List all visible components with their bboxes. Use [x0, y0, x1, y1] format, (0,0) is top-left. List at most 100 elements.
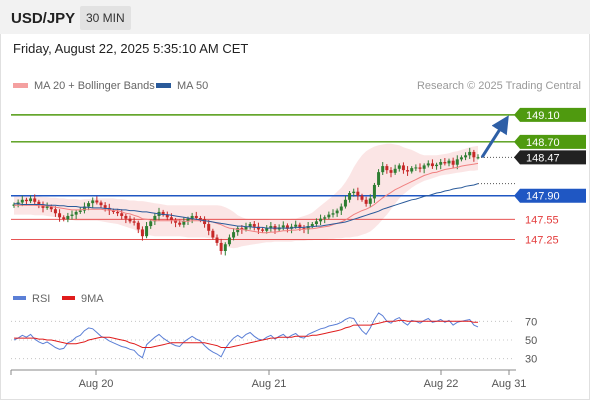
timestamp: Friday, August 22, 2025 5:35:10 AM CET — [13, 41, 249, 56]
candle-body — [174, 220, 178, 223]
candle-body — [393, 168, 397, 173]
candle — [66, 212, 70, 223]
ma50-line — [14, 183, 479, 229]
candle-body — [335, 210, 339, 214]
candle-body — [53, 209, 57, 214]
candle-body — [265, 228, 269, 231]
candle-body — [406, 170, 410, 172]
candle — [348, 191, 352, 203]
candle — [422, 163, 426, 174]
candle — [372, 182, 376, 203]
candle-body — [58, 213, 62, 218]
candle-body — [397, 165, 401, 169]
candle-body — [120, 213, 124, 216]
candle — [323, 215, 327, 224]
timeframe-badge[interactable]: 30 MIN — [80, 6, 131, 30]
candle-body — [82, 206, 86, 211]
candle-body — [116, 211, 120, 214]
candle-body — [49, 206, 53, 210]
candle-body — [240, 228, 244, 230]
candle-body — [145, 226, 149, 237]
symbol-title: USD/JPY — [11, 10, 76, 27]
candle-body — [348, 193, 352, 200]
candle-body — [107, 207, 111, 211]
candle-body — [356, 191, 360, 196]
candle — [265, 225, 269, 234]
candle-body — [165, 214, 169, 218]
candle — [215, 234, 219, 246]
ma20-label: MA 20 + Bollinger Bands — [34, 80, 155, 92]
candle — [393, 164, 397, 175]
candle — [87, 201, 91, 211]
candle — [339, 203, 343, 216]
candle — [439, 159, 443, 170]
ma9-swatch — [62, 296, 75, 301]
candle-body — [422, 165, 426, 169]
candle — [161, 209, 165, 217]
rsi-ma-line — [14, 319, 478, 348]
candle — [368, 194, 372, 208]
candle — [426, 160, 430, 168]
candle-body — [435, 164, 439, 167]
candle-body — [24, 199, 28, 202]
candle — [33, 194, 37, 205]
candle-body — [381, 166, 385, 173]
candle-body — [62, 217, 66, 220]
candle-body — [464, 155, 468, 158]
candle-body — [194, 215, 198, 218]
candle-body — [111, 210, 115, 212]
candle — [182, 217, 186, 228]
candle — [232, 228, 236, 241]
candle — [252, 221, 256, 231]
candle — [236, 226, 240, 236]
candle-body — [389, 170, 393, 173]
candle — [476, 154, 480, 160]
legend-rsi: RSI — [13, 293, 50, 305]
candle-body — [203, 219, 207, 225]
candle-body — [294, 224, 298, 227]
forecast-arrow — [480, 115, 509, 159]
resistance-label-bg — [514, 134, 586, 149]
candle — [418, 163, 422, 173]
candle — [385, 164, 389, 174]
candle-body — [169, 217, 173, 220]
candle — [281, 221, 285, 231]
legend-ma9: 9MA — [62, 293, 104, 305]
candle-body — [256, 226, 260, 230]
last-label-bg — [514, 150, 586, 165]
candle-body — [472, 151, 476, 158]
rsi-tick-label: 30 — [525, 354, 537, 366]
candle-body — [215, 237, 219, 243]
candle-body — [33, 198, 37, 202]
candle-body — [95, 200, 99, 203]
candle-body — [91, 200, 95, 204]
candle-body — [285, 225, 289, 229]
credit-text: Research © 2025 Trading Central — [416, 80, 581, 92]
candle — [401, 162, 405, 174]
candle — [364, 196, 368, 207]
candle-body — [414, 167, 418, 169]
candle-body — [207, 224, 211, 231]
candle — [211, 228, 215, 240]
candle — [37, 199, 41, 209]
candle-body — [331, 213, 335, 215]
rsi-swatch — [13, 296, 26, 301]
candle — [82, 202, 86, 214]
candle-body — [78, 210, 82, 212]
candle — [140, 226, 144, 241]
candle — [406, 166, 410, 176]
rsi-tick-label: 50 — [525, 335, 537, 347]
candle-body — [128, 218, 132, 222]
candle — [261, 227, 265, 233]
candle-body — [37, 201, 41, 205]
resistance-label: 149.10 — [526, 110, 560, 122]
candle-body — [468, 151, 472, 156]
resistance-label-bg — [514, 107, 586, 122]
candle-body — [459, 157, 463, 160]
candle — [248, 222, 252, 230]
candle-body — [236, 228, 240, 233]
candle-body — [66, 215, 70, 220]
candle-body — [161, 211, 165, 215]
candle-body — [223, 244, 227, 251]
candle-body — [368, 198, 372, 204]
